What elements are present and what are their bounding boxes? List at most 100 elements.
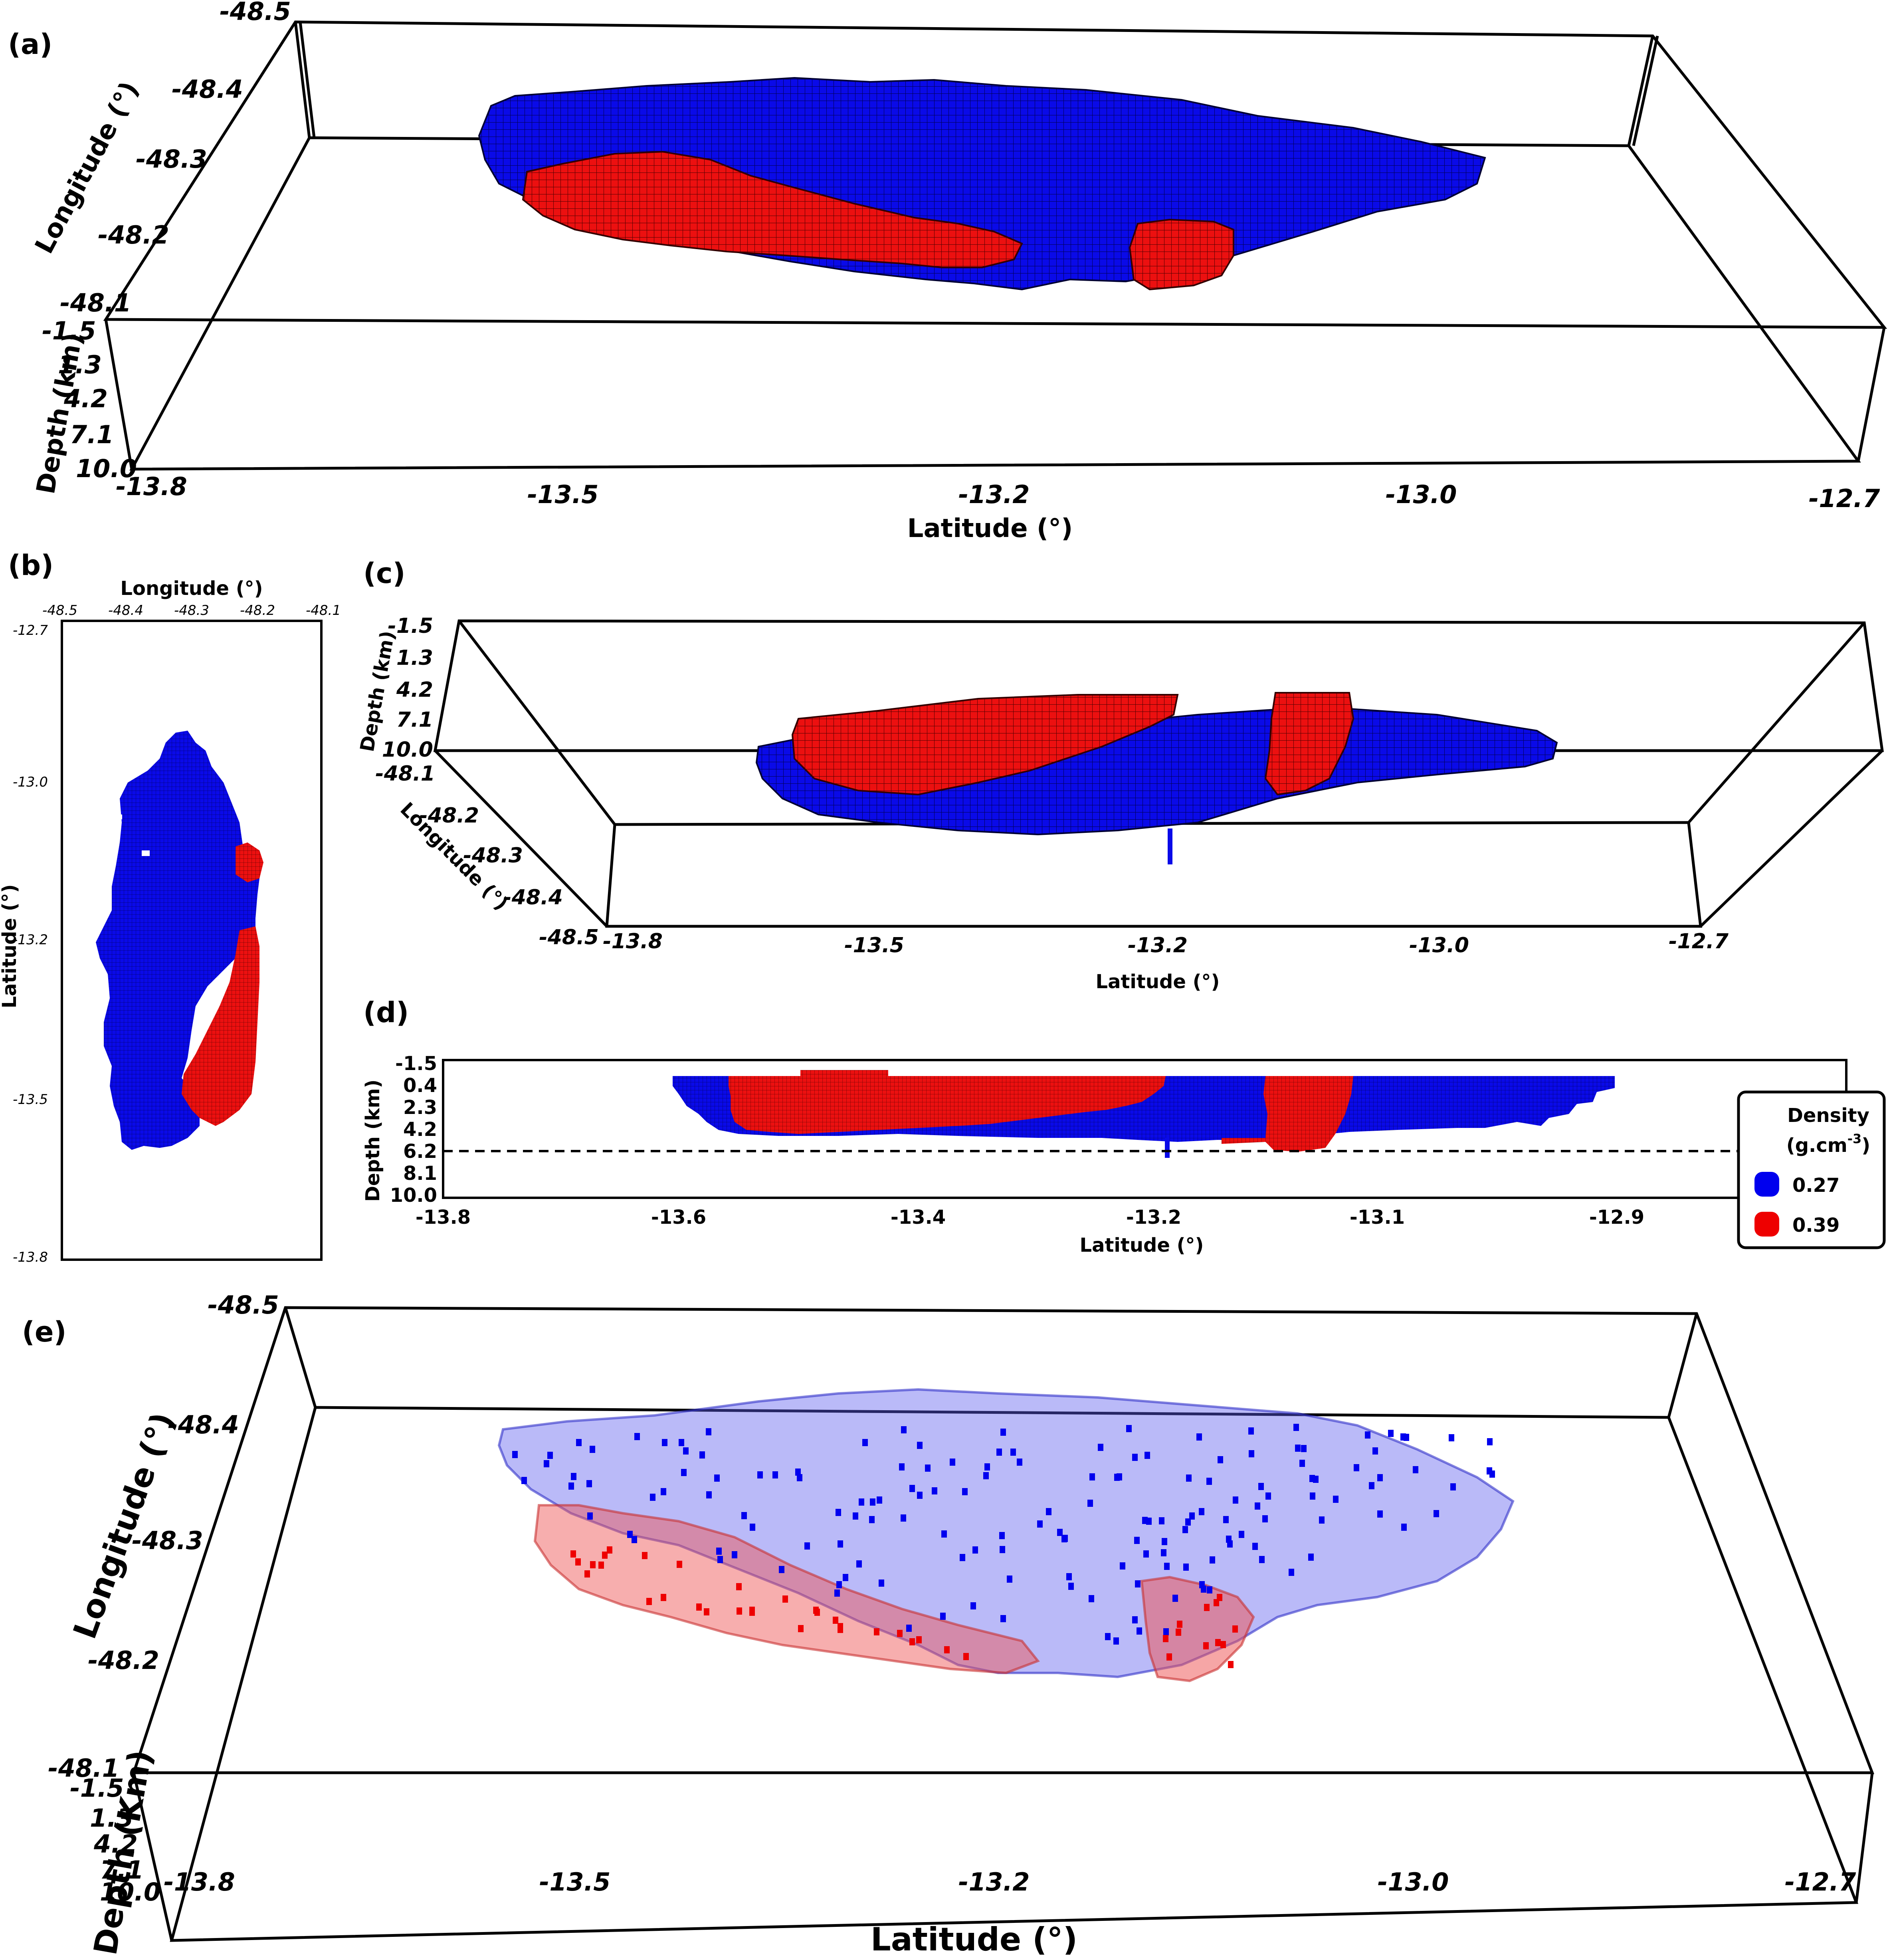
sample-point-low [1163, 1628, 1169, 1635]
sample-point-low [717, 1556, 723, 1563]
sample-point-low [1487, 1467, 1492, 1474]
tick-label: -13.0 [1409, 933, 1469, 957]
sample-point-low [1017, 1459, 1022, 1466]
sample-point-low [576, 1439, 582, 1446]
sample-point-low [1037, 1520, 1043, 1528]
sample-point-low [838, 1540, 843, 1548]
panel-d-high-density-pocket [1222, 1076, 1353, 1152]
tick-label: -1.5 [70, 1774, 124, 1803]
tick-label: -13.0 [1378, 1867, 1449, 1897]
sample-point-low [1354, 1464, 1359, 1471]
panel-c-label: (c) [363, 557, 405, 590]
sample-point-low [699, 1451, 705, 1459]
sample-point-low [899, 1463, 905, 1470]
tick-label: -13.5 [844, 933, 904, 957]
sample-point-low [1309, 1475, 1315, 1482]
tick-label: 10.0 [382, 738, 433, 762]
panel-a: (a) -13.8 -13.5 -13.2 -13.0 -12.7 Latitu… [8, 0, 1887, 543]
sample-point-low [1189, 1512, 1195, 1520]
tick-label: -48.3 [132, 1526, 203, 1555]
sample-point-low [627, 1531, 633, 1538]
sample-point-high [1203, 1642, 1209, 1649]
sample-point-low [859, 1498, 864, 1506]
sample-point-low [1183, 1564, 1189, 1571]
legend-unit: (g.cm-3) [1786, 1131, 1870, 1157]
panel-e-lon-ticks: -48.5 -48.4 -48.3 -48.2 -48.1 [48, 1290, 279, 1783]
tick-label: -13.8 [416, 1206, 471, 1229]
panel-b-high-density-body [182, 926, 259, 1126]
sample-point-low [587, 1512, 593, 1520]
tick-label: -48.1 [375, 762, 435, 786]
tick-label: -13.1 [1350, 1206, 1405, 1229]
tick-label: -13.0 [1386, 480, 1457, 509]
panel-a-high-density-pocket [1129, 218, 1234, 291]
legend-box [1737, 1090, 1886, 1249]
tick-label: -13.2 [958, 1867, 1030, 1897]
sample-point-low [879, 1579, 884, 1587]
sample-point-high [646, 1598, 652, 1605]
tick-label: -48.4 [172, 75, 243, 104]
sample-point-high [607, 1546, 612, 1554]
sample-point-low [940, 1613, 946, 1620]
sample-point-low [512, 1451, 518, 1458]
tick-label: 7.1 [100, 1855, 144, 1885]
sample-point-low [1333, 1496, 1339, 1503]
sample-point-low [932, 1487, 937, 1494]
tick-label: -13.5 [13, 1092, 48, 1108]
legend-swatch-low [1754, 1172, 1779, 1197]
sample-point-low [750, 1524, 755, 1531]
sample-point-low [716, 1548, 722, 1555]
tick-label: -13.8 [164, 1867, 235, 1897]
tick-label: 1.3 [396, 646, 433, 670]
sample-point-high [642, 1552, 647, 1559]
tick-label: 6.2 [403, 1140, 437, 1163]
sample-point-high [916, 1636, 922, 1643]
sample-point-low [870, 1498, 875, 1506]
panel-b-high-density-pocket [236, 842, 263, 882]
sample-point-high [782, 1595, 788, 1603]
panel-c-depth-ticks: -1.5 1.3 4.2 7.1 10.0 [382, 614, 433, 762]
panel-c: (c) -1.5 1.3 4.2 7.1 10.0 Depth (km) -48… [356, 557, 1884, 993]
panel-c-depth-axis-label: Depth (km) [356, 629, 399, 753]
tick-label: -13.5 [527, 480, 599, 509]
sample-point-low [1068, 1583, 1074, 1590]
sample-point-low [999, 1532, 1005, 1539]
sample-point-low [1172, 1595, 1178, 1602]
sample-point-low [996, 1449, 1002, 1456]
panel-d-x-axis-label: Latitude (°) [1080, 1234, 1204, 1256]
sample-point-high [737, 1607, 742, 1615]
sample-point-low [1098, 1444, 1103, 1451]
sample-point-low [1000, 1429, 1006, 1436]
sample-point-low [1161, 1549, 1166, 1556]
panel-b-voxel-body [96, 731, 263, 1150]
tick-label: -13.4 [891, 1206, 946, 1229]
sample-point-low [1248, 1427, 1254, 1435]
sample-point-low [1126, 1425, 1132, 1432]
sample-point-low [1145, 1452, 1150, 1459]
sample-point-high [1177, 1621, 1182, 1628]
sample-point-high [1163, 1635, 1168, 1642]
tick-label: -12.7 [13, 622, 48, 638]
panel-d-y-axis-label: Depth (km) [362, 1080, 384, 1202]
sample-point-low [1259, 1556, 1265, 1563]
sample-point-low [1310, 1492, 1315, 1500]
sample-point-high [1220, 1641, 1226, 1648]
panel-d: (d) -1.5 0.4 2.3 4.2 6.2 8.1 10.0 Depth … [362, 996, 1847, 1256]
sample-point-low [1388, 1430, 1394, 1437]
sample-point-high [833, 1617, 838, 1624]
panel-b-x-axis-label: Longitude (°) [120, 577, 263, 600]
tick-label: -1.5 [388, 614, 433, 638]
tick-label: 2.3 [403, 1096, 437, 1119]
sample-point-low [1186, 1474, 1192, 1482]
panel-e-lon-axis-label: Longitude (°) [66, 1407, 182, 1643]
panel-b-low-density-body [96, 731, 259, 1150]
tick-label: -48.5 [208, 1290, 279, 1320]
sample-point-low [962, 1488, 968, 1495]
sample-point-low [1252, 1543, 1258, 1550]
tick-label: 10.0 [390, 1184, 437, 1207]
sample-point-low [1319, 1516, 1325, 1524]
sample-point-low [1226, 1536, 1232, 1543]
sample-point-low [1000, 1615, 1006, 1622]
panel-b-lat-ticks: -12.7 -13.0 -13.2 -13.5 -13.8 [13, 622, 48, 1265]
sample-point-low [1066, 1573, 1072, 1580]
